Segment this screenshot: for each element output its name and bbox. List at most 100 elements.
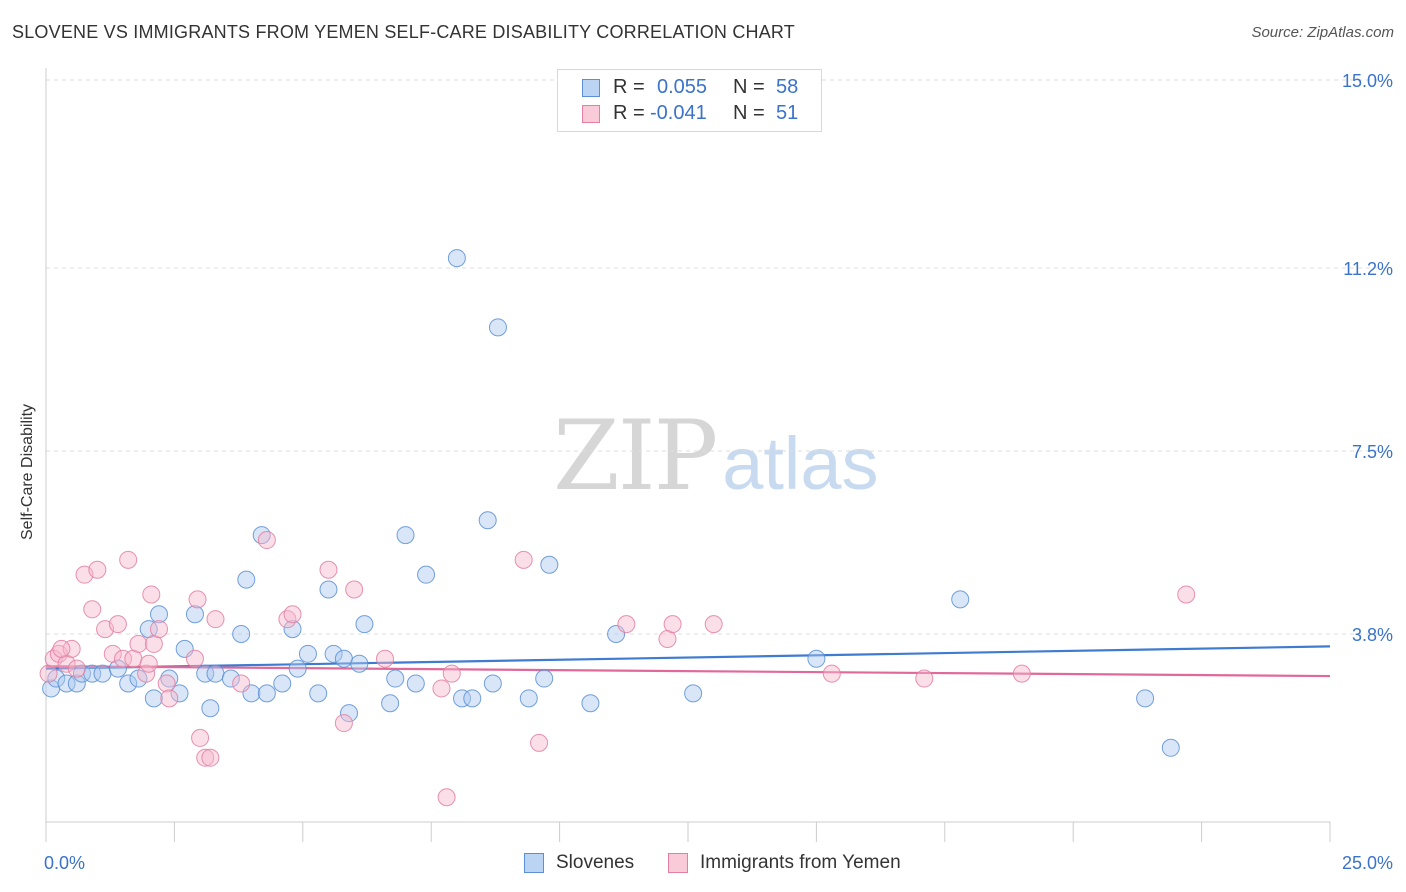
legend-swatch-pink: [668, 853, 688, 873]
data-point-slovenes: [57, 674, 76, 693]
data-point-yemen: [201, 748, 220, 767]
data-point-slovenes: [201, 699, 220, 718]
y-tick-label: 3.8%: [1352, 625, 1393, 645]
data-point-slovenes: [340, 704, 359, 723]
data-point-yemen: [822, 664, 841, 683]
trend-lines: [45, 645, 1331, 678]
data-point-yemen: [114, 649, 133, 668]
legend-label-yemen: Immigrants from Yemen: [700, 852, 901, 873]
chart-title: SLOVENE VS IMMIGRANTS FROM YEMEN SELF-CA…: [12, 22, 796, 42]
y-tick-label: 15.0%: [1342, 71, 1393, 91]
data-point-slovenes: [396, 526, 415, 545]
trend-line-yemen: [45, 665, 1331, 678]
legend-swatch-blue: [582, 79, 600, 97]
data-point-yemen: [915, 669, 934, 688]
data-point-slovenes: [535, 669, 554, 688]
legend-r-label: R =: [613, 102, 645, 124]
legend-label-slovenes: Slovenes: [556, 852, 635, 873]
data-point-yemen: [191, 728, 210, 747]
trend-line-slovenes: [45, 645, 1331, 670]
data-point-yemen: [88, 560, 107, 579]
data-point-slovenes: [252, 526, 271, 545]
data-point-slovenes: [72, 664, 91, 683]
data-point-slovenes: [237, 570, 256, 589]
data-point-yemen: [257, 531, 276, 550]
data-point-slovenes: [381, 694, 400, 713]
legend-r-value: 0.055: [657, 76, 708, 98]
data-point-yemen: [83, 600, 102, 619]
data-point-slovenes: [478, 511, 497, 530]
data-point-yemen: [617, 615, 636, 634]
data-point-yemen: [232, 674, 251, 693]
data-point-slovenes: [93, 664, 112, 683]
data-point-slovenes: [144, 689, 163, 708]
data-point-yemen: [139, 654, 158, 673]
tick-labels: 3.8% 7.5% 11.2% 15.0% 0.0% 25.0%: [44, 71, 1393, 873]
data-point-yemen: [334, 714, 353, 733]
chart-source: Source: ZipAtlas.com: [1251, 24, 1394, 41]
data-point-yemen: [129, 634, 148, 653]
legend-swatch-pink: [582, 105, 600, 123]
data-points: [39, 249, 1196, 807]
data-point-slovenes: [519, 689, 538, 708]
data-point-slovenes: [488, 318, 507, 337]
data-point-slovenes: [417, 565, 436, 584]
data-point-yemen: [160, 689, 179, 708]
legend-n-label: N =: [733, 102, 765, 124]
data-point-yemen: [663, 615, 682, 634]
data-point-slovenes: [257, 684, 276, 703]
legend-n-value: 58: [776, 76, 799, 98]
data-point-slovenes: [684, 684, 703, 703]
data-point-slovenes: [453, 689, 472, 708]
data-point-yemen: [188, 590, 207, 609]
data-point-yemen: [432, 679, 451, 698]
data-point-yemen: [345, 580, 364, 599]
data-point-yemen: [514, 550, 533, 569]
data-point-slovenes: [67, 674, 86, 693]
data-point-slovenes: [298, 644, 317, 663]
data-point-slovenes: [283, 620, 302, 639]
data-point-slovenes: [149, 605, 168, 624]
y-tick-label: 7.5%: [1352, 442, 1393, 462]
data-point-slovenes: [1136, 689, 1155, 708]
data-point-yemen: [442, 664, 461, 683]
data-point-slovenes: [324, 644, 343, 663]
data-point-slovenes: [350, 654, 369, 673]
data-point-yemen: [142, 585, 161, 604]
x-tick-label: 0.0%: [44, 853, 85, 873]
data-point-slovenes: [288, 659, 307, 678]
correlation-legend: R = 0.055 N = 58 R = -0.041 N = 51: [557, 69, 822, 132]
data-point-yemen: [319, 560, 338, 579]
y-tick-label: 11.2%: [1343, 259, 1393, 279]
data-point-yemen: [108, 615, 127, 634]
legend-r-label: R =: [613, 76, 645, 98]
series-legend: Slovenes Immigrants from Yemen: [0, 851, 1406, 879]
y-axis-label: Self-Care Disability: [19, 403, 36, 540]
legend-n-value: 51: [776, 102, 799, 124]
legend-r-value: -0.041: [650, 102, 707, 124]
grid-lines: [46, 79, 1392, 635]
data-point-slovenes: [386, 669, 405, 688]
data-point-slovenes: [232, 625, 251, 644]
data-point-yemen: [67, 659, 86, 678]
data-point-yemen: [1012, 664, 1031, 683]
data-point-slovenes: [196, 664, 215, 683]
data-point-yemen: [196, 748, 215, 767]
data-point-slovenes: [807, 649, 826, 668]
data-point-yemen: [1177, 585, 1196, 604]
data-point-slovenes: [447, 249, 466, 268]
data-point-slovenes: [160, 669, 179, 688]
data-point-yemen: [103, 644, 122, 663]
data-point-yemen: [530, 733, 549, 752]
data-point-slovenes: [951, 590, 970, 609]
data-point-slovenes: [309, 684, 328, 703]
data-point-slovenes: [540, 555, 559, 574]
data-point-slovenes: [221, 669, 240, 688]
data-point-slovenes: [319, 580, 338, 599]
data-point-yemen: [437, 788, 456, 807]
data-point-slovenes: [185, 605, 204, 624]
data-point-yemen: [375, 649, 394, 668]
watermark-atlas: atlas: [722, 422, 879, 505]
axes: [45, 68, 1331, 842]
